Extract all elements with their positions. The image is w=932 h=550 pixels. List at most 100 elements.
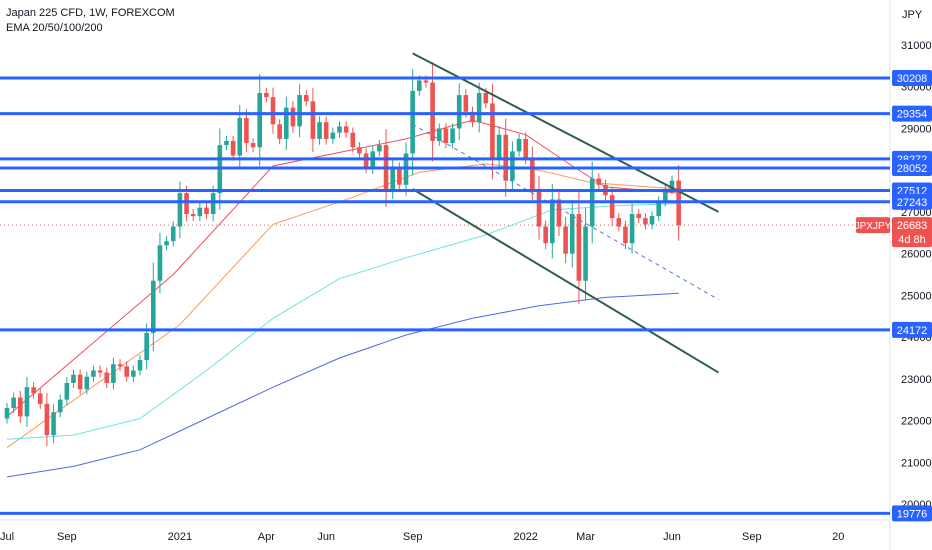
candle-body[interactable] [456, 95, 462, 129]
candle-body[interactable] [496, 134, 502, 160]
candle-body[interactable] [669, 180, 675, 189]
candle-body[interactable] [616, 218, 622, 227]
candle-body[interactable] [476, 92, 482, 123]
candle-body[interactable] [37, 393, 43, 404]
candle-body[interactable] [317, 122, 322, 139]
candle-body[interactable] [131, 370, 136, 377]
x-tick-label: Sep [403, 531, 423, 543]
candle-body[interactable] [436, 128, 442, 141]
channel-midline[interactable] [412, 123, 719, 300]
candle-body[interactable] [44, 403, 50, 436]
channel-line[interactable] [412, 188, 720, 374]
candle-body[interactable] [417, 80, 422, 91]
candle-body[interactable] [629, 213, 635, 244]
candle-body[interactable] [91, 370, 96, 377]
candle-body[interactable] [250, 143, 256, 148]
candle-body[interactable] [237, 118, 243, 156]
candle-body[interactable] [443, 128, 449, 144]
channel-line[interactable] [412, 52, 720, 213]
candle-body[interactable] [64, 382, 70, 400]
candle-body[interactable] [643, 218, 648, 225]
candle-body[interactable] [423, 80, 429, 83]
candle-body[interactable] [550, 199, 555, 244]
candle-body[interactable] [144, 332, 149, 361]
candle-body[interactable] [104, 372, 110, 383]
candle-body[interactable] [124, 366, 129, 377]
candle-body[interactable] [450, 128, 455, 144]
candle-body[interactable] [97, 370, 103, 373]
candle-body[interactable] [323, 122, 329, 139]
candle-body[interactable] [284, 107, 289, 139]
candle-body[interactable] [543, 226, 548, 244]
candle-body[interactable] [84, 376, 90, 390]
candle-body[interactable] [117, 364, 123, 367]
candle-body[interactable] [244, 118, 249, 144]
candle-body[interactable] [649, 216, 655, 225]
candle-body[interactable] [516, 138, 522, 152]
candle-body[interactable] [536, 188, 542, 227]
candle-body[interactable] [257, 92, 262, 148]
candle-body[interactable] [190, 213, 196, 217]
candle-body[interactable] [330, 132, 336, 139]
candle-body[interactable] [463, 95, 469, 112]
candle-body[interactable] [264, 92, 269, 98]
candle-body[interactable] [230, 140, 236, 156]
candle-body[interactable] [31, 387, 36, 394]
candle-body[interactable] [377, 145, 382, 152]
candle-body[interactable] [390, 168, 395, 192]
candle-body[interactable] [151, 280, 156, 333]
candle-body[interactable] [170, 226, 176, 242]
candle-body[interactable] [77, 374, 83, 390]
candle-body[interactable] [636, 213, 642, 219]
candle-body[interactable] [510, 151, 515, 181]
candle-body[interactable] [343, 126, 349, 133]
candle-body[interactable] [350, 132, 356, 148]
candle-body[interactable] [523, 138, 528, 158]
candle-body[interactable] [310, 101, 316, 139]
candle-body[interactable] [576, 213, 582, 281]
candle-body[interactable] [111, 364, 116, 383]
candle-body[interactable] [164, 241, 169, 246]
candle-body[interactable] [297, 95, 302, 127]
candle-body[interactable] [530, 157, 535, 189]
candle-body[interactable] [24, 387, 30, 417]
candle-body[interactable] [556, 199, 562, 227]
candle-body[interactable] [184, 193, 189, 214]
candle-body[interactable] [137, 360, 143, 371]
candle-body[interactable] [290, 107, 296, 127]
candle-body[interactable] [430, 82, 435, 141]
candle-body[interactable] [71, 374, 76, 383]
candle-body[interactable] [609, 195, 615, 219]
candle-body[interactable] [663, 188, 668, 202]
candle-body[interactable] [410, 90, 415, 154]
candle-body[interactable] [51, 412, 56, 436]
candle-body[interactable] [270, 97, 276, 125]
candle-body[interactable] [197, 207, 203, 217]
candle-body[interactable] [277, 124, 282, 139]
candle-body[interactable] [4, 408, 10, 419]
candle-body[interactable] [224, 140, 229, 146]
candle-body[interactable] [57, 399, 63, 413]
candle-body[interactable] [11, 397, 16, 409]
candle-body[interactable] [483, 92, 489, 104]
candle-body[interactable] [303, 95, 309, 102]
candle-body[interactable] [157, 245, 163, 281]
candle-body[interactable] [204, 207, 209, 214]
candle-body[interactable] [470, 111, 475, 123]
candle-body[interactable] [583, 226, 588, 281]
candle-body[interactable] [569, 213, 575, 254]
candle-body[interactable] [596, 178, 602, 185]
candle-body[interactable] [337, 126, 342, 133]
candle-body[interactable] [656, 201, 661, 217]
candle-body[interactable] [177, 193, 183, 227]
candle-body[interactable] [363, 153, 369, 169]
candle-body[interactable] [18, 397, 23, 417]
candle-body[interactable] [490, 103, 495, 160]
candle-body[interactable] [210, 193, 216, 214]
candle-body[interactable] [623, 226, 628, 244]
candle-body[interactable] [563, 226, 568, 254]
x-tick-label: Apr [258, 531, 275, 543]
candle-body[interactable] [397, 168, 402, 185]
candle-body[interactable] [357, 147, 362, 154]
